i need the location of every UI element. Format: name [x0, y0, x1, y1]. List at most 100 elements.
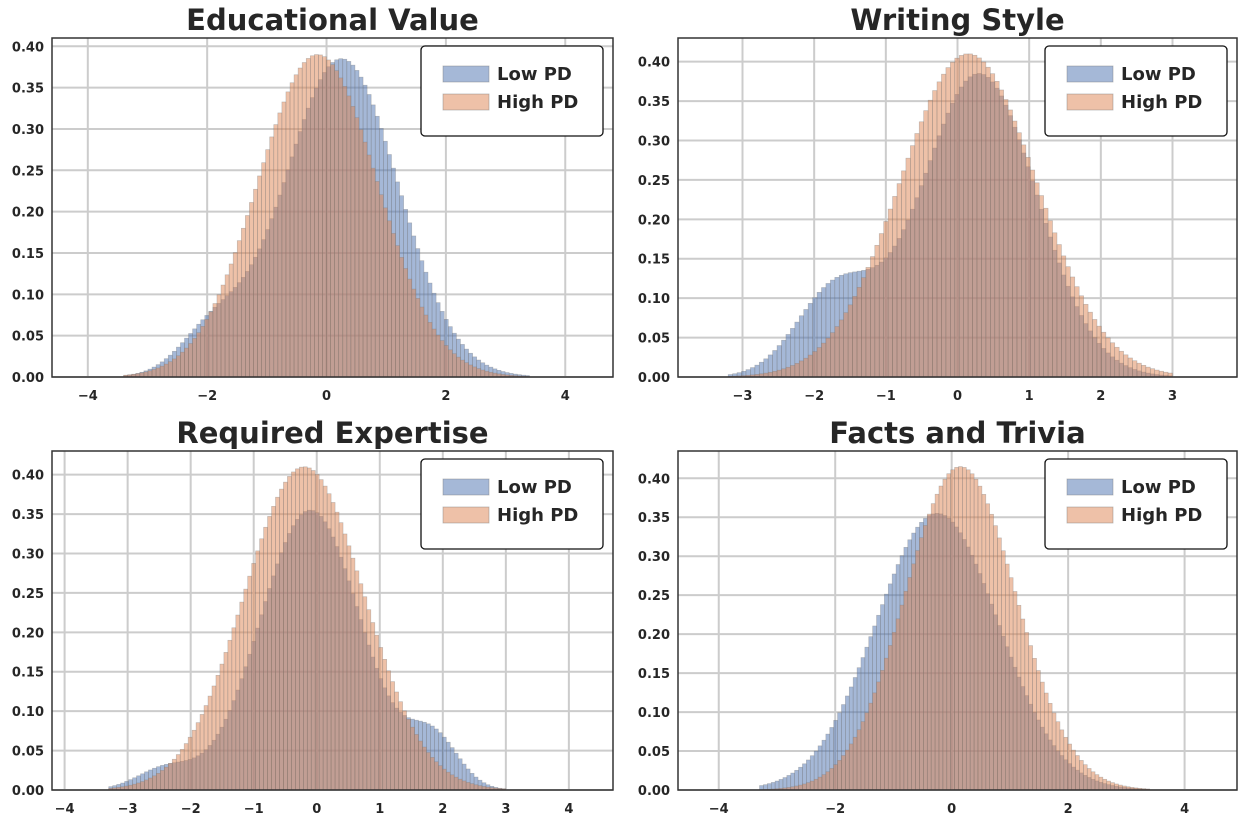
histogram-bar: [958, 466, 963, 790]
histogram-bar: [1090, 771, 1096, 790]
legend: Low PD High PD: [1044, 458, 1228, 550]
plot-frame: [51, 450, 614, 791]
histogram-bar: [1101, 331, 1107, 377]
histogram-bar: [989, 513, 994, 790]
histogram-bar: [426, 752, 431, 790]
histogram-bar: [1012, 120, 1018, 377]
histogram-bar: [923, 110, 929, 377]
histogram-bar: [965, 469, 971, 790]
histogram-bar: [140, 781, 145, 790]
histogram-bar: [993, 525, 998, 790]
histogram-bar: [391, 233, 396, 377]
histogram-bar: [901, 170, 907, 377]
histogram-bar: [386, 670, 391, 790]
legend-label: Low PD: [497, 64, 572, 85]
histogram-bar: [407, 278, 413, 377]
histogram-bar: [195, 722, 201, 790]
histogram-bar: [370, 622, 376, 790]
histogram-bar: [199, 714, 205, 790]
x-tick-label: −4: [55, 802, 75, 817]
chart-title: Writing Style: [850, 3, 1064, 37]
legend-label: High PD: [497, 92, 578, 113]
histogram-bar: [492, 372, 498, 377]
histogram-bar: [776, 369, 782, 377]
histogram-bar: [358, 129, 364, 377]
legend-swatch: [1066, 478, 1114, 496]
histogram-bar: [144, 779, 149, 790]
histogram-bar: [834, 326, 840, 377]
histogram-bar: [338, 522, 344, 790]
x-tick-label: 1: [375, 802, 384, 817]
histogram-bar: [159, 365, 165, 377]
x-tick-label: −1: [244, 802, 264, 817]
plot-frame: [677, 450, 1238, 791]
histogram-bar: [259, 538, 264, 790]
histogram-bar: [1074, 286, 1080, 377]
legend-label: Low PD: [497, 477, 572, 498]
histogram-bar: [785, 366, 791, 377]
histogram-bar: [402, 710, 407, 790]
histogram-bar: [303, 466, 308, 790]
histogram-bar: [265, 149, 271, 377]
histogram-bar: [309, 55, 315, 377]
histogram-bar: [443, 345, 449, 377]
histogram-bar: [366, 609, 372, 790]
histogram-bar: [235, 614, 241, 790]
histogram-bar: [1061, 255, 1067, 377]
histogram-bar: [203, 705, 209, 790]
legend-swatch: [442, 506, 490, 524]
histogram-bar: [239, 601, 245, 790]
histogram-bar: [954, 467, 959, 790]
histogram-bar: [279, 488, 284, 790]
x-tick-label: 0: [947, 802, 956, 817]
y-tick-label: 0.20: [12, 206, 44, 221]
histogram-bar: [798, 360, 805, 377]
histogram-bar: [878, 233, 884, 377]
histogram-bar: [435, 334, 441, 377]
histogram-bar: [848, 743, 854, 790]
histogram-bar: [950, 61, 956, 377]
histogram-bar: [958, 55, 964, 377]
histogram-bar: [362, 141, 368, 377]
histogram-bar: [295, 468, 300, 790]
histogram-bar: [476, 368, 482, 377]
histogram-bar: [322, 485, 328, 790]
histogram-bar: [200, 326, 206, 377]
histogram-bar: [896, 183, 902, 377]
y-tick-label: 0.05: [12, 330, 44, 345]
legend-box: [420, 458, 604, 550]
histogram-bar: [208, 311, 214, 377]
histogram-bar: [1008, 577, 1014, 790]
series-high-pd: [727, 53, 1173, 377]
chart-title: Educational Value: [186, 3, 479, 37]
histogram-bar: [449, 774, 455, 790]
subplot-educational-value: −4 −2 0 2 4 0.00 0.05 0.10 0.15 0.20 0.25 0.30 0.35 0…: [12, 3, 614, 404]
histogram-bar: [394, 691, 399, 790]
histogram-bar: [382, 659, 388, 790]
histogram-bar: [1032, 658, 1037, 790]
histogram-bar: [251, 563, 256, 790]
histogram-bar: [1114, 783, 1119, 790]
histogram-bar: [253, 188, 258, 377]
legend-swatch: [442, 478, 490, 496]
histogram-bar: [314, 474, 320, 790]
histogram-bar: [803, 357, 809, 377]
y-tick-label: 0.10: [638, 292, 670, 307]
x-tick-label: 4: [564, 802, 573, 817]
histogram-bar: [806, 782, 811, 790]
histogram-bar: [374, 634, 380, 790]
histogram-bar: [283, 481, 288, 790]
histogram-bar: [837, 760, 842, 790]
histogram-bar: [891, 631, 897, 790]
y-tick-label: 0.20: [12, 626, 44, 641]
histogram-bar: [330, 64, 335, 377]
histogram-bar: [938, 485, 944, 790]
histogram-bar: [1025, 157, 1031, 377]
histogram-bar: [1021, 144, 1027, 377]
histogram-bar: [148, 777, 153, 790]
histogram-bar: [833, 764, 838, 790]
subplot-writing-style: −3 −2 −1 0 1 2 3 0.00 0.05 0.10 0.15 0.20 0.25 0.30 0.…: [638, 3, 1238, 404]
bars: [759, 466, 1150, 790]
legend-box: [1044, 45, 1228, 137]
histogram-bar: [1075, 755, 1080, 790]
